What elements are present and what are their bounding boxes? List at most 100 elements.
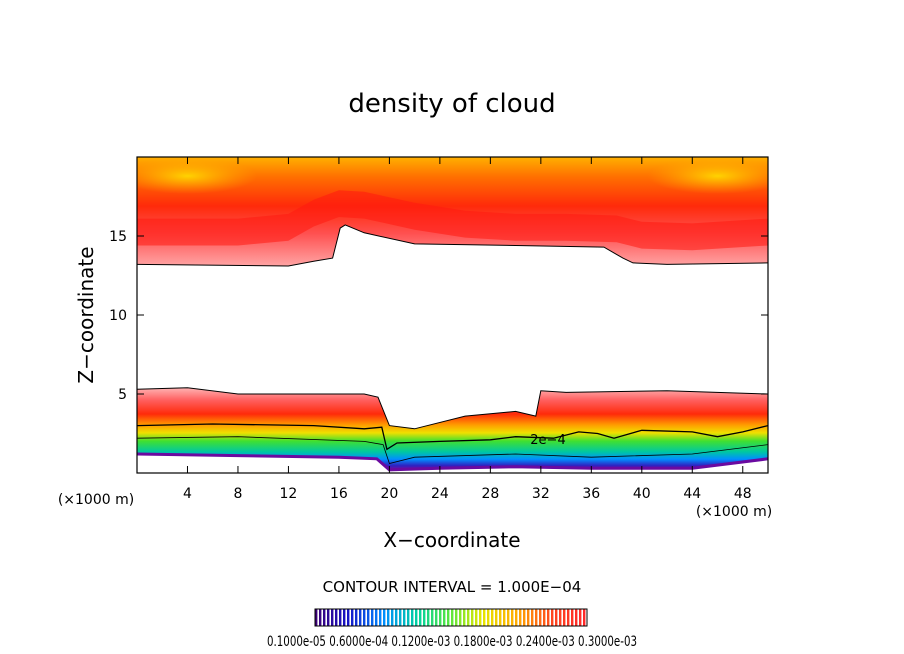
colorbar-swatch: [471, 609, 474, 626]
colorbar-swatch: [319, 609, 322, 626]
colorbar-swatch: [531, 609, 534, 626]
x-unit-left: (×1000 m): [58, 492, 134, 508]
contour-line-lower: [137, 436, 768, 464]
colorbar: [315, 609, 586, 626]
colorbar-swatch: [491, 609, 494, 626]
colorbar-swatch: [455, 609, 458, 626]
colorbar-swatch: [419, 609, 422, 626]
x-tick-label: 8: [233, 486, 242, 502]
colorbar-swatch: [439, 609, 442, 626]
x-tick-label: 28: [481, 486, 499, 502]
colorbar-swatch: [539, 609, 542, 626]
colorbar-swatch: [407, 609, 410, 626]
x-tick-label: 48: [734, 486, 752, 502]
x-axis-label: X−coordinate: [383, 528, 520, 552]
colorbar-swatch: [411, 609, 414, 626]
colorbar-swatch: [499, 609, 502, 626]
colorbar-swatch: [479, 609, 482, 626]
colorbar-swatch: [483, 609, 486, 626]
upper-layer-contour: [137, 224, 768, 267]
colorbar-swatch: [459, 609, 462, 626]
colorbar-swatch: [355, 609, 358, 626]
colorbar-swatch: [555, 609, 558, 626]
upper-cloud-core: [137, 190, 768, 251]
colorbar-swatch: [359, 609, 362, 626]
colorbar-swatch: [583, 609, 586, 626]
colorbar-swatch: [515, 609, 518, 626]
colorbar-swatch: [343, 609, 346, 626]
colorbar-swatch: [495, 609, 498, 626]
colorbar-swatch: [403, 609, 406, 626]
colorbar-swatch: [375, 609, 378, 626]
y-tick-label: 5: [118, 387, 127, 403]
colorbar-swatch: [543, 609, 546, 626]
colorbar-swatch: [435, 609, 438, 626]
x-axis: 4 8 12 16 20 24 28 32 36 40 44 48: [183, 157, 752, 502]
colorbar-swatch: [351, 609, 354, 626]
x-unit-right: (×1000 m): [696, 504, 772, 520]
y-tick-label: 15: [109, 229, 127, 245]
colorbar-swatch: [475, 609, 478, 626]
x-tick-label: 24: [431, 486, 449, 502]
colorbar-swatch: [347, 609, 350, 626]
colorbar-swatch: [487, 609, 490, 626]
colorbar-swatch: [535, 609, 538, 626]
colorbar-swatch: [559, 609, 562, 626]
plot-field: [137, 157, 768, 472]
colorbar-swatch: [427, 609, 430, 626]
y-tick-label: 10: [109, 308, 127, 324]
colorbar-swatch: [399, 609, 402, 626]
x-tick-label: 20: [380, 486, 398, 502]
colorbar-swatch: [315, 609, 318, 626]
contour-interval: CONTOUR INTERVAL = 1.000E−04: [323, 578, 582, 596]
colorbar-swatch: [547, 609, 550, 626]
colorbar-swatch: [511, 609, 514, 626]
colorbar-swatch: [323, 609, 326, 626]
colorbar-swatch: [431, 609, 434, 626]
colorbar-swatch: [507, 609, 510, 626]
colorbar-swatch: [339, 609, 342, 626]
colorbar-swatch: [391, 609, 394, 626]
colorbar-frame: [314, 608, 588, 627]
chart-title: density of cloud: [348, 89, 555, 119]
colorbar-swatch: [371, 609, 374, 626]
colorbar-swatch: [415, 609, 418, 626]
contour-label: 2e−4: [530, 433, 565, 448]
colorbar-swatch: [387, 609, 390, 626]
upper-max-spot-left: [137, 157, 258, 194]
colorbar-swatch: [335, 609, 338, 626]
colorbar-swatch: [527, 609, 530, 626]
contour-line-2e-4: [137, 423, 768, 451]
colorbar-swatch: [367, 609, 370, 626]
colorbar-swatch: [379, 609, 382, 626]
colorbar-swatch: [551, 609, 554, 626]
x-tick-label: 40: [633, 486, 651, 502]
colorbar-swatch: [395, 609, 398, 626]
y-axis-label: Z−coordinate: [74, 246, 98, 383]
colorbar-swatch: [443, 609, 446, 626]
colorbar-swatch: [451, 609, 454, 626]
colorbar-swatch: [503, 609, 506, 626]
colorbar-swatch: [327, 609, 330, 626]
x-tick-label: 36: [582, 486, 600, 502]
upper-max-spot-right: [647, 157, 768, 194]
x-tick-label: 32: [532, 486, 550, 502]
colorbar-swatch: [571, 609, 574, 626]
x-tick-label: 12: [280, 486, 298, 502]
lower-cloud-layer: [137, 387, 768, 470]
colorbar-swatch: [467, 609, 470, 626]
colorbar-swatch: [563, 609, 566, 626]
lower-layer-contour: [137, 387, 768, 430]
colorbar-labels: 0.1000e-05 0.6000e-04 0.1200e-03 0.1800e…: [267, 634, 637, 650]
colorbar-swatch: [575, 609, 578, 626]
colorbar-swatch: [423, 609, 426, 626]
colorbar-swatch: [579, 609, 582, 626]
colorbar-swatch: [383, 609, 386, 626]
colorbar-swatch: [523, 609, 526, 626]
y-axis: 5 10 15: [109, 229, 768, 403]
x-tick-label: 4: [183, 486, 192, 502]
colorbar-swatch: [519, 609, 522, 626]
x-tick-label: 44: [683, 486, 701, 502]
colorbar-swatch: [331, 609, 334, 626]
